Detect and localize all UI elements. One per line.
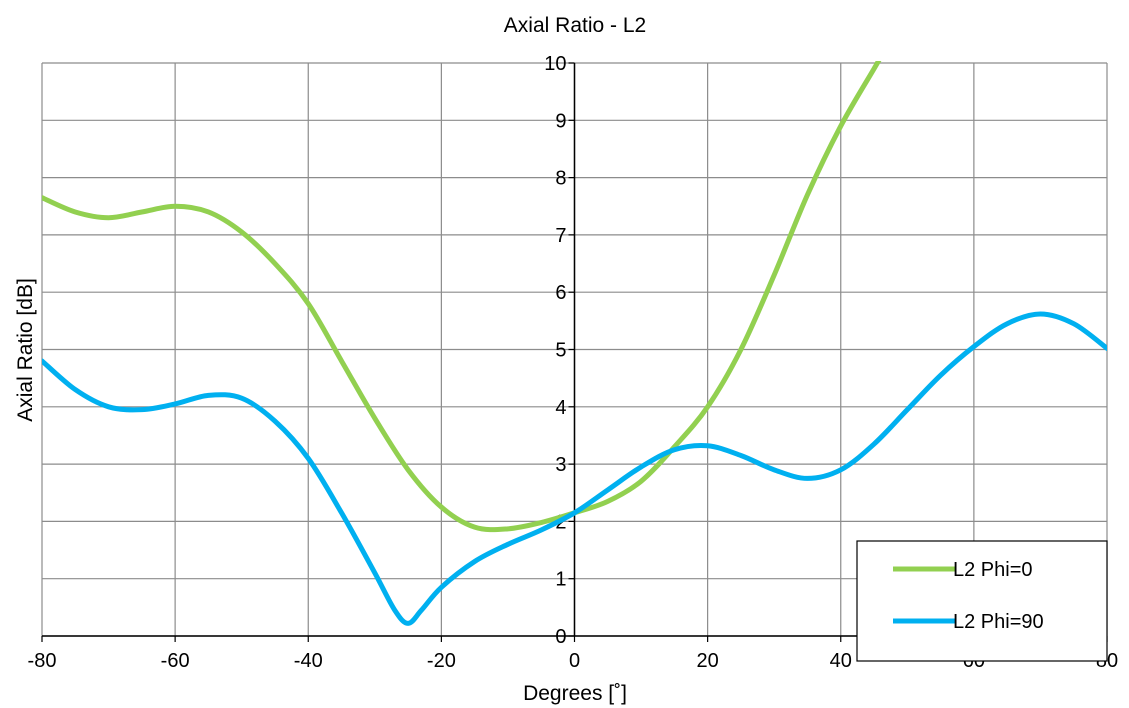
- legend-box: [856, 540, 1108, 662]
- series-line-phi90: [42, 311, 1107, 626]
- y-tick-label: 3: [555, 454, 566, 476]
- x-tick-label: 0: [569, 650, 580, 672]
- y-tick-label: 7: [555, 225, 566, 247]
- x-tick-label: 40: [830, 650, 852, 672]
- x-axis-label: Degrees [˚]: [523, 682, 627, 705]
- y-tick-label: 6: [555, 282, 566, 304]
- series-line-phi0: [42, 61, 882, 533]
- x-tick-label: -60: [161, 650, 190, 672]
- y-tick-label: 0: [555, 626, 566, 648]
- legend-label: L2 Phi=0: [953, 559, 1033, 581]
- y-tick-label: 8: [555, 168, 566, 190]
- y-tick-label: 5: [555, 340, 566, 362]
- x-tick-label: -20: [427, 650, 456, 672]
- y-tick-label: 1: [555, 569, 566, 591]
- y-tick-label: 4: [555, 397, 566, 419]
- chart-title: Axial Ratio - L2: [504, 14, 646, 37]
- y-tick-label: 10: [544, 53, 566, 75]
- y-axis-label: Axial Ratio [dB]: [14, 278, 37, 422]
- x-tick-label: -40: [294, 650, 323, 672]
- y-tick-label: 9: [555, 110, 566, 132]
- legend: L2 Phi=0 L2 Phi=90: [856, 540, 1108, 662]
- x-tick-label: -80: [28, 650, 57, 672]
- series-lines: [42, 61, 1107, 626]
- x-tick-label: 20: [697, 650, 719, 672]
- legend-label: L2 Phi=90: [953, 611, 1044, 633]
